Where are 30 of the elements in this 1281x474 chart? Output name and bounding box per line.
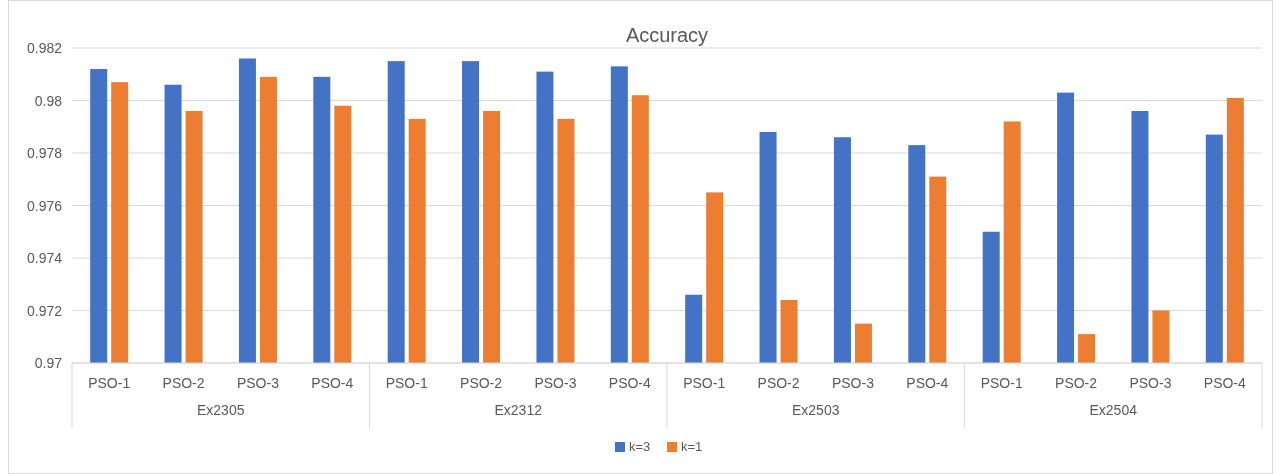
x-tick-label: PSO-2 bbox=[460, 375, 503, 391]
x-tick-label: PSO-3 bbox=[831, 375, 875, 391]
x-tick-label: PSO-4 bbox=[311, 375, 354, 391]
x-tick-label: PSO-2 bbox=[162, 375, 205, 391]
text: Ex2503 bbox=[792, 402, 840, 418]
y-tick-label: 0.974 bbox=[26, 250, 63, 266]
y-tick-label: 0.976 bbox=[26, 197, 63, 214]
x-tick-label: PSO-3 bbox=[236, 375, 280, 391]
x-tick-label: PSO-3 bbox=[1129, 375, 1172, 391]
x-tick-label: PSO-4 bbox=[1203, 375, 1247, 391]
legend-label: k=3 bbox=[629, 439, 651, 454]
x-tick-label: PSO-2 bbox=[757, 375, 800, 391]
x-tick-label: PSO-1 bbox=[88, 375, 131, 391]
x-tick-label: PSO-1 bbox=[385, 375, 428, 391]
chart-title: Accuracy bbox=[625, 24, 709, 46]
x-tick-label: PSO-4 bbox=[906, 375, 949, 391]
y-tick-label: 0.978 bbox=[26, 145, 63, 161]
y-tick-label: 0.972 bbox=[26, 302, 63, 319]
y-tick-label: 0.98 bbox=[34, 92, 63, 109]
x-tick-label: PSO-1 bbox=[683, 375, 726, 391]
text: Ex2312 bbox=[494, 402, 543, 418]
x-tick-label: PSO-4 bbox=[608, 375, 652, 391]
text: Ex2504 bbox=[1089, 402, 1138, 418]
x-tick-label: PSO-1 bbox=[980, 375, 1023, 391]
y-tick-label: 0.982 bbox=[26, 40, 63, 56]
y-tick-label: 0.97 bbox=[34, 355, 63, 371]
x-tick-label: PSO-3 bbox=[534, 375, 577, 391]
legend-label: k=1 bbox=[681, 439, 703, 454]
text: Ex2305 bbox=[197, 402, 245, 418]
x-tick-label: PSO-2 bbox=[1055, 375, 1098, 391]
